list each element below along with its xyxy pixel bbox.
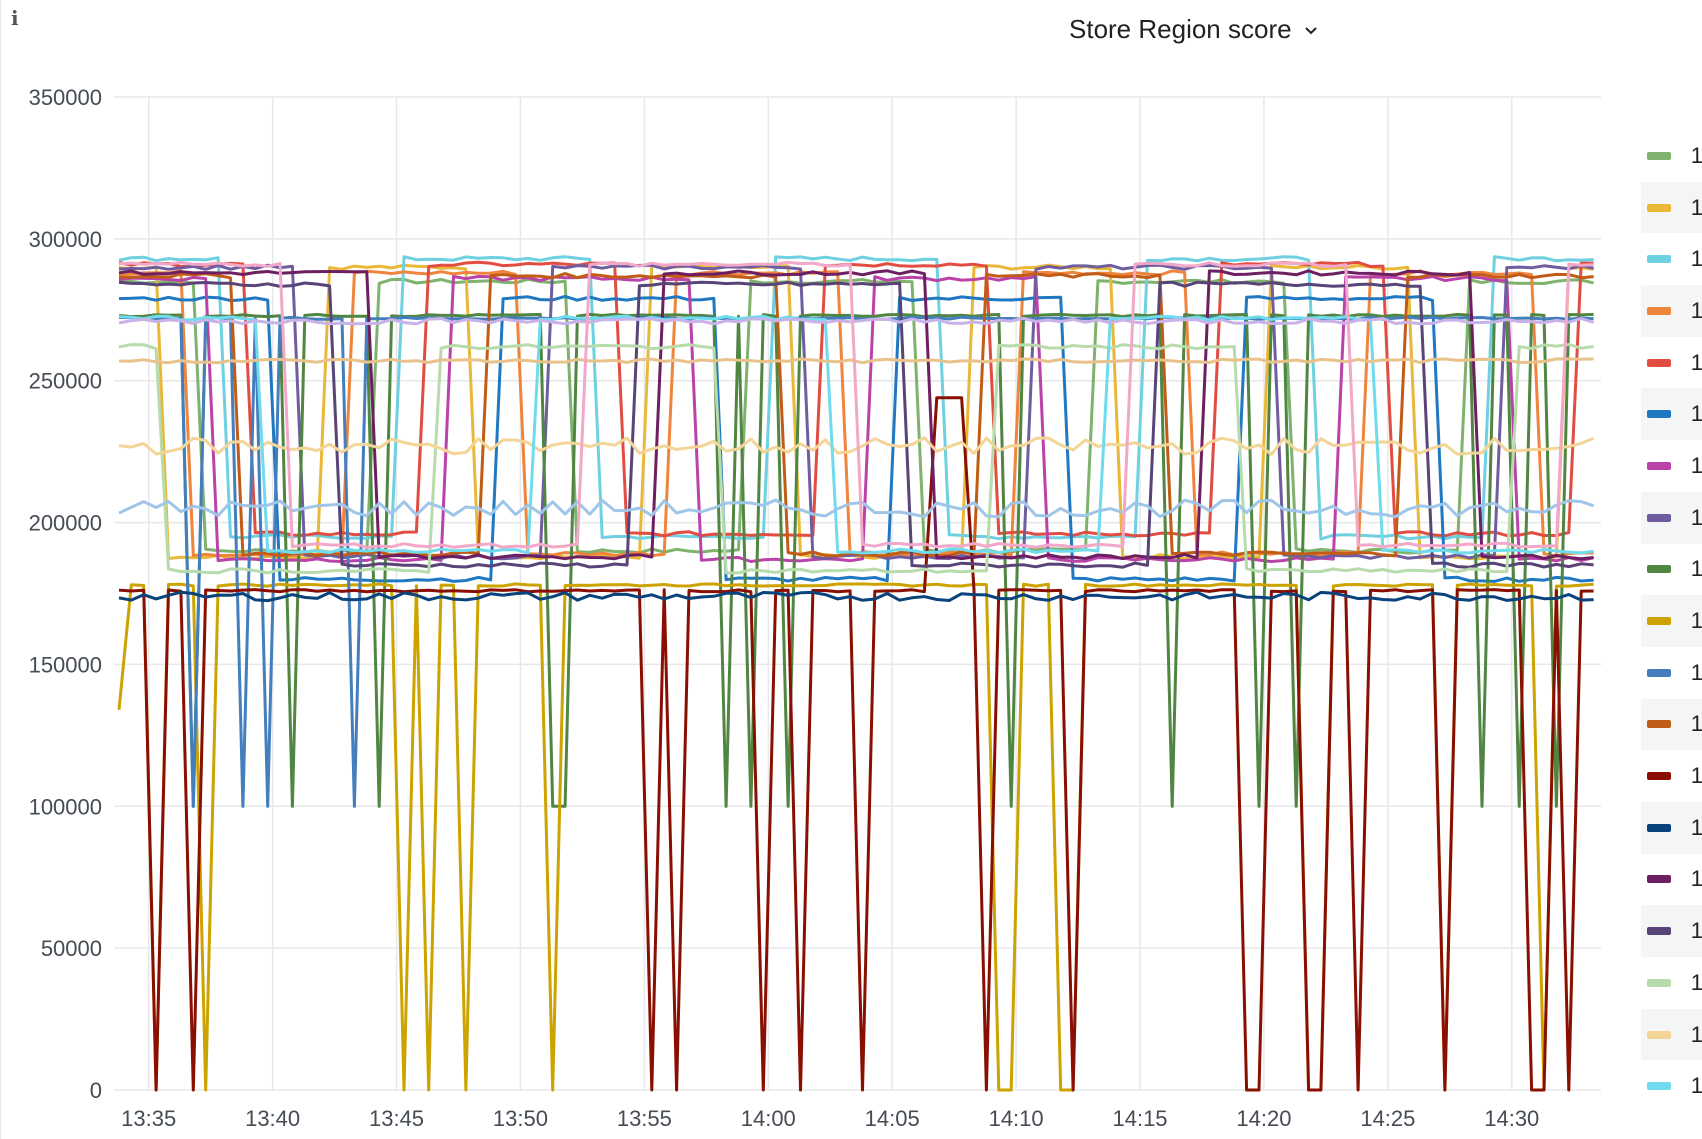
- legend-swatch: [1647, 1082, 1671, 1091]
- y-tick-label: 100000: [29, 794, 102, 819]
- legend-label: 1: [1690, 814, 1702, 840]
- legend-label: 1: [1690, 401, 1702, 427]
- legend-swatch: [1647, 461, 1671, 470]
- legend-swatch: [1647, 617, 1671, 626]
- legend-item[interactable]: 1: [1641, 130, 1702, 182]
- series-line: [118, 357, 1594, 365]
- legend-item[interactable]: 1: [1641, 491, 1702, 544]
- legend-label: 1: [1690, 918, 1702, 944]
- series-line: [118, 275, 1594, 563]
- legend-label: 1: [1690, 608, 1702, 634]
- legend-item[interactable]: 1: [1641, 1008, 1702, 1061]
- y-tick-label: 0: [90, 1078, 102, 1103]
- legend-item[interactable]: 1: [1641, 285, 1702, 337]
- legend-swatch: [1647, 772, 1671, 781]
- chevron-down-icon: [1304, 26, 1317, 34]
- legend: 1 1 1 1 1 1 1 1 1 1 1 1 1 1 1 1 1 1 1: [1641, 130, 1702, 1112]
- series-line: [118, 260, 1594, 549]
- time-series-chart: 0 50000 100000 150000 200000 250000 300000 3500…: [29, 85, 1601, 1131]
- series-line: [118, 260, 1594, 538]
- legend-item[interactable]: 1: [1641, 957, 1702, 1009]
- x-tick-label: 13:45: [369, 1106, 424, 1131]
- legend-swatch: [1647, 255, 1671, 264]
- legend-label: 1: [1690, 969, 1702, 995]
- y-tick-label: 200000: [29, 511, 102, 536]
- legend-swatch: [1647, 358, 1671, 367]
- legend-item[interactable]: 1: [1641, 544, 1702, 596]
- legend-item[interactable]: 1: [1641, 750, 1702, 802]
- x-tick-label: 14:15: [1112, 1106, 1167, 1131]
- legend-label: 1: [1690, 1073, 1702, 1099]
- legend-item[interactable]: 1: [1641, 905, 1702, 957]
- legend-swatch: [1647, 1030, 1671, 1039]
- x-tick-label: 14:00: [741, 1106, 796, 1131]
- x-tick-label: 13:35: [121, 1106, 176, 1131]
- legend-label: 1: [1690, 349, 1702, 375]
- y-tick-label: 150000: [29, 652, 102, 677]
- x-tick-label: 13:55: [617, 1106, 672, 1131]
- legend-swatch: [1647, 306, 1671, 315]
- legend-item[interactable]: 1: [1641, 233, 1702, 285]
- x-tick-label: 13:40: [245, 1106, 300, 1131]
- x-tick-label: 14:30: [1484, 1106, 1539, 1131]
- series-line: [118, 498, 1595, 519]
- legend-item[interactable]: 1: [1641, 337, 1702, 389]
- legend-swatch: [1647, 410, 1671, 419]
- legend-swatch: [1647, 203, 1671, 212]
- series-line: [118, 343, 1594, 575]
- y-tick-label: 250000: [29, 369, 102, 394]
- legend-label: 1: [1690, 504, 1702, 530]
- y-tick-label: 50000: [41, 936, 102, 961]
- x-tick-label: 14:25: [1360, 1106, 1415, 1131]
- legend-item[interactable]: 1: [1641, 647, 1702, 699]
- series-line: [118, 255, 1594, 541]
- x-tick-label: 14:10: [989, 1106, 1044, 1131]
- legend-item[interactable]: 1: [1641, 388, 1702, 441]
- legend-item[interactable]: 1: [1641, 854, 1702, 906]
- legend-label: 1: [1690, 142, 1702, 168]
- legend-label: 1: [1690, 556, 1702, 582]
- legend-swatch: [1647, 978, 1671, 987]
- legend-swatch: [1647, 927, 1671, 936]
- legend-swatch: [1647, 823, 1671, 832]
- x-tick-label: 14:05: [865, 1106, 920, 1131]
- legend-label: 1: [1690, 659, 1702, 685]
- legend-swatch: [1647, 875, 1671, 884]
- legend-label: 1: [1690, 1021, 1702, 1047]
- legend-label: 1: [1690, 711, 1702, 737]
- legend-swatch: [1647, 565, 1671, 574]
- legend-label: 1: [1690, 194, 1702, 220]
- series-line: [118, 396, 1594, 1092]
- y-tick-label: 300000: [29, 227, 102, 252]
- legend-label: 1: [1690, 452, 1702, 478]
- legend-swatch: [1647, 720, 1671, 729]
- legend-item[interactable]: 1: [1641, 595, 1702, 647]
- legend-item[interactable]: 1: [1641, 181, 1702, 234]
- series-line: [118, 269, 1594, 561]
- y-tick-label: 350000: [29, 85, 102, 110]
- series-line: [117, 582, 1594, 1092]
- legend-swatch: [1647, 151, 1671, 160]
- legend-label: 1: [1690, 866, 1702, 892]
- x-tick-label: 13:50: [493, 1106, 548, 1131]
- series-line: [118, 590, 1594, 603]
- legend-item[interactable]: 1: [1641, 1060, 1702, 1112]
- panel-title-text: Store Region score: [1069, 14, 1292, 44]
- legend-item[interactable]: 1: [1641, 440, 1702, 492]
- legend-item[interactable]: 1: [1641, 698, 1702, 751]
- legend-swatch: [1647, 668, 1671, 677]
- legend-swatch: [1647, 513, 1671, 522]
- legend-label: 1: [1690, 297, 1702, 323]
- panel-title[interactable]: Store Region score: [1069, 14, 1320, 45]
- legend-item[interactable]: 1: [1641, 801, 1702, 854]
- series-line: [118, 436, 1595, 456]
- legend-label: 1: [1690, 763, 1702, 789]
- info-icon[interactable]: i: [11, 6, 19, 30]
- x-tick-label: 14:20: [1236, 1106, 1291, 1131]
- legend-label: 1: [1690, 246, 1702, 272]
